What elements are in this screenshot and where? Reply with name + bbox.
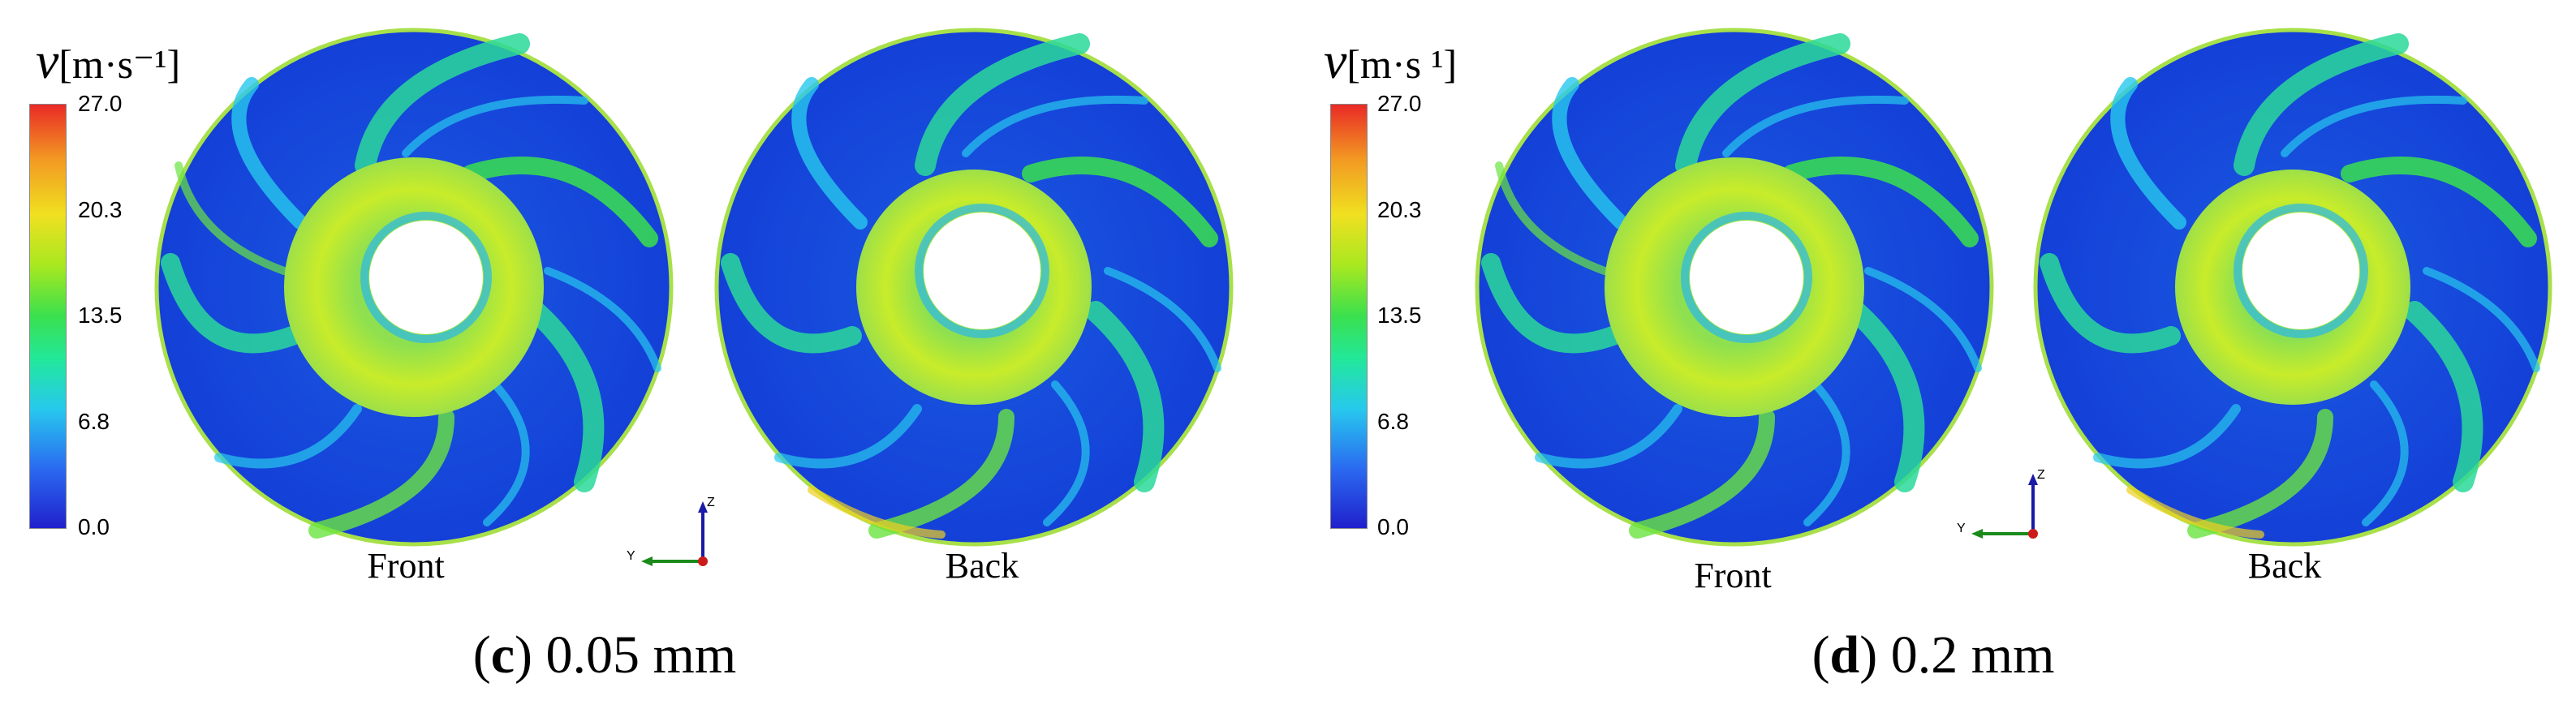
caption-value: 0.05 mm (532, 625, 737, 685)
axes-triad: Z Y (627, 496, 715, 566)
panel-d: v[m·s ¹] 27.0 20.3 13.5 6.8 0.0 Front (1288, 0, 2576, 713)
axis-y-label: Y (627, 549, 635, 563)
panel-c: v[m·s⁻¹] 27.0 20.3 13.5 6.8 0.0 Front (29, 28, 1234, 685)
axis-y-label: Y (1957, 522, 1966, 535)
velocity-unit: [m·s⁻¹] (58, 41, 181, 87)
front-label: Front (1694, 556, 1772, 595)
velocity-unit: [m·s ¹] (1346, 41, 1458, 87)
tick-label: 27.0 (1377, 91, 1422, 116)
front-disk (1475, 28, 1994, 547)
caption-c: (c) 0.05 mm (472, 625, 737, 685)
velocity-symbol: v (36, 32, 59, 89)
caption-value: 0.2 mm (1877, 625, 2055, 685)
tick-label: 6.8 (78, 409, 110, 434)
back-disk (714, 28, 1234, 547)
axis-z-label: Z (707, 496, 715, 509)
caption-letter: c (490, 625, 515, 685)
back-label: Back (2247, 546, 2322, 586)
tick-label: 6.8 (1377, 409, 1409, 434)
legend-title: v[m·s ¹] (1324, 31, 1457, 91)
tick-label: 20.3 (1377, 197, 1422, 222)
axis-z-label: Z (2037, 468, 2045, 482)
caption-letter: d (1829, 625, 1860, 685)
tick-label: 27.0 (78, 91, 123, 116)
tick-label: 13.5 (78, 303, 123, 328)
velocity-symbol: v (1324, 32, 1347, 89)
axes-triad: Z Y (1957, 468, 2045, 539)
colorbar (1330, 104, 1368, 529)
colorbar (29, 104, 67, 529)
legend-title: v[m·s⁻¹] (36, 31, 180, 91)
tick-label: 0.0 (78, 514, 110, 539)
front-disk (154, 28, 674, 547)
tick-label: 20.3 (78, 197, 123, 222)
tick-label: 13.5 (1377, 303, 1422, 328)
back-disk (2033, 28, 2552, 547)
caption-d: (d) 0.2 mm (1811, 625, 2055, 685)
front-label: Front (367, 546, 445, 586)
back-label: Back (945, 546, 1019, 586)
tick-label: 0.0 (1377, 514, 1409, 539)
